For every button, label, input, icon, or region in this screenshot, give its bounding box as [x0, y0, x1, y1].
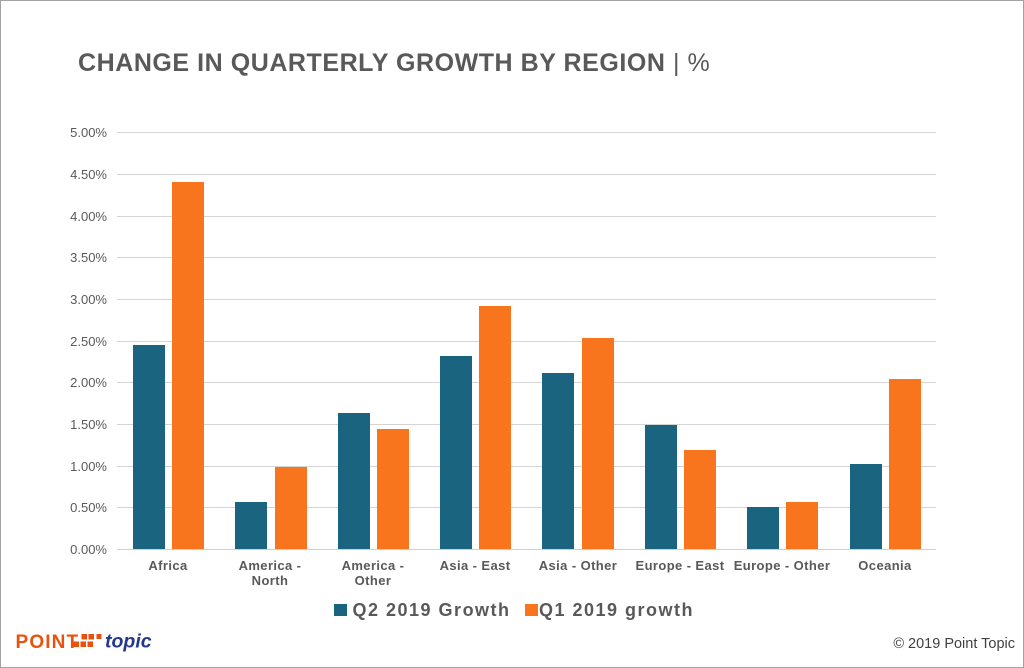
- svg-text:POINT: POINT: [16, 632, 80, 653]
- svg-text:topic: topic: [105, 631, 152, 653]
